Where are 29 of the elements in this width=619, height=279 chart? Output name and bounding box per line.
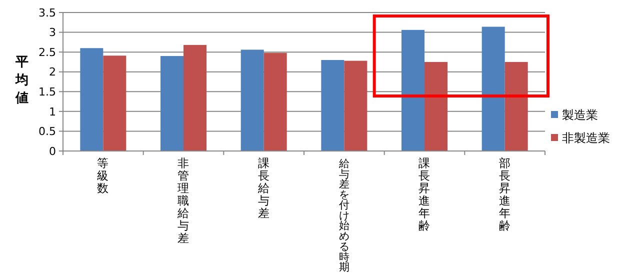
bar bbox=[80, 48, 104, 151]
x-tick-label: 課長給与差 bbox=[256, 156, 270, 220]
legend-label: 製造業 bbox=[562, 108, 598, 122]
y-tick-label: 0.5 bbox=[38, 125, 56, 138]
bar bbox=[504, 62, 528, 151]
y-tick-label: 1 bbox=[49, 105, 56, 118]
bar bbox=[424, 62, 448, 151]
bar bbox=[344, 60, 368, 151]
y-tick-label: 0 bbox=[49, 144, 56, 158]
y-axis-title: 平均値 bbox=[14, 55, 28, 106]
bar bbox=[240, 50, 264, 151]
bar bbox=[402, 30, 424, 151]
bar bbox=[103, 56, 126, 151]
bar bbox=[264, 52, 287, 151]
x-tick-label: 非管理職給与差 bbox=[176, 156, 190, 245]
x-tick-label: 等級数 bbox=[97, 156, 110, 195]
x-tick-label: 部長昇進年齢 bbox=[498, 156, 511, 232]
y-tick-label: 3 bbox=[49, 26, 56, 40]
y-tick-label: 3.5 bbox=[38, 6, 56, 20]
x-tick-label: 課長昇進年齢 bbox=[418, 156, 430, 232]
bar bbox=[160, 56, 184, 151]
y-tick-label: 2 bbox=[49, 66, 56, 79]
y-tick-label: 1.5 bbox=[38, 85, 56, 98]
y-tick-label: 2.5 bbox=[38, 46, 56, 59]
category-label: 給与差を付け始める時期 bbox=[339, 158, 350, 274]
bar bbox=[321, 60, 344, 151]
legend-label: 非製造業 bbox=[562, 131, 610, 146]
bar bbox=[482, 26, 505, 151]
bar bbox=[184, 44, 206, 151]
